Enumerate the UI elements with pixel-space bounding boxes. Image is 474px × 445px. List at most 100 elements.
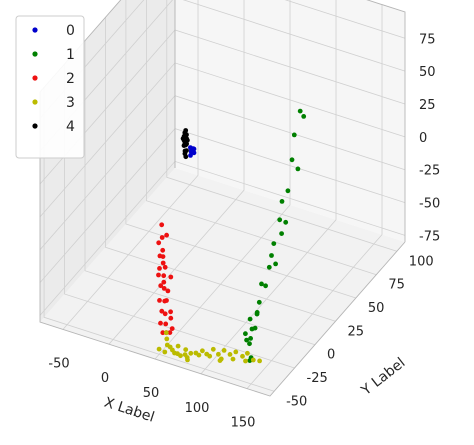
data-points: [156, 108, 307, 364]
data-point-series-2: [163, 321, 169, 327]
y-tick-label: -50: [286, 394, 307, 409]
data-point-series-1: [283, 219, 289, 225]
data-point-series-3: [188, 350, 194, 356]
data-point-series-1: [279, 231, 284, 237]
data-point-series-2: [160, 330, 166, 336]
z-grid-line: [39, 0, 406, 152]
z-tick-label: -75: [419, 229, 440, 244]
data-point-series-3: [243, 358, 248, 364]
z-tick-label: 75: [419, 32, 436, 47]
data-point-series-3: [175, 343, 181, 349]
data-point-series-2: [156, 272, 161, 278]
x-tick-label: 100: [185, 401, 210, 416]
legend: 0 1 2 3 4: [15, 15, 85, 159]
data-point-series-1: [285, 188, 291, 194]
data-point-series-2: [165, 288, 171, 294]
data-point-series-2: [159, 235, 165, 240]
data-point-series-3: [230, 356, 236, 362]
y-grid-line: [105, 17, 336, 322]
y-grid-line: [125, 0, 357, 299]
data-point-series-3: [167, 344, 173, 350]
data-point-series-1: [295, 166, 301, 172]
data-point-series-1: [247, 341, 252, 347]
legend-label: 0: [66, 23, 75, 39]
data-point-series-3: [196, 352, 202, 358]
data-point-series-4: [184, 141, 190, 147]
data-point-series-2: [168, 274, 174, 280]
data-point-series-2: [161, 273, 167, 279]
data-point-series-1: [269, 253, 274, 258]
data-point-series-1: [301, 114, 307, 119]
x-tick-label: 50: [143, 386, 160, 401]
data-point-series-4: [181, 133, 187, 139]
data-point-series-3: [221, 348, 227, 353]
data-point-series-1: [254, 310, 260, 315]
data-point-series-1: [279, 199, 285, 204]
data-point-series-3: [257, 358, 262, 364]
data-point-series-3: [200, 348, 205, 354]
data-point-series-4: [184, 148, 189, 154]
legend-label: 4: [66, 119, 75, 135]
legend-label: 2: [66, 71, 75, 87]
x-tick-label: 150: [231, 416, 256, 431]
data-point-series-4: [185, 137, 190, 143]
data-point-series-1: [266, 264, 272, 270]
y-grid-line: [43, 87, 275, 392]
data-point-series-2: [160, 260, 166, 266]
data-point-series-2: [169, 326, 175, 331]
data-point-series-2: [162, 311, 168, 317]
y-tick-label: -25: [307, 371, 328, 386]
data-point-series-3: [227, 352, 233, 357]
y-grid-line: [84, 40, 316, 346]
data-point-series-2: [156, 240, 162, 246]
data-point-series-1: [248, 336, 254, 341]
data-point-series-2: [168, 309, 174, 315]
data-point-series-1: [273, 261, 278, 267]
legend-marker: [32, 99, 38, 105]
z-grid-line: [39, 0, 406, 119]
data-point-series-2: [168, 315, 174, 321]
z-tick-label: 25: [419, 98, 436, 113]
legend-marker: [32, 51, 38, 57]
data-point-series-3: [210, 346, 216, 352]
legend-label: 3: [66, 95, 75, 111]
data-point-series-3: [183, 347, 189, 352]
data-point-series-3: [163, 330, 169, 336]
data-point-series-3: [245, 350, 250, 356]
data-point-series-1: [249, 326, 255, 332]
data-point-series-3: [207, 353, 213, 359]
data-point-series-1: [277, 217, 283, 223]
legend-marker: [32, 27, 38, 33]
data-point-series-2: [158, 283, 164, 289]
data-point-series-2: [161, 286, 167, 291]
y-grid-line: [166, 0, 397, 252]
data-point-series-0: [188, 153, 193, 158]
data-point-series-1: [247, 316, 253, 322]
data-point-series-1: [291, 132, 297, 138]
y-tick-label: 50: [368, 301, 385, 316]
data-point-series-2: [164, 298, 169, 303]
data-point-series-3: [185, 357, 190, 363]
front-edges: [39, 92, 406, 397]
grid-lines: [39, 0, 406, 392]
data-point-series-1: [297, 108, 303, 114]
data-point-series-3: [233, 349, 239, 355]
data-point-series-1: [271, 241, 277, 247]
y-tick-label: 75: [388, 278, 405, 293]
top-edges: [39, 0, 406, 242]
data-point-series-2: [159, 308, 165, 314]
data-point-series-2: [157, 298, 162, 303]
data-point-series-3: [216, 351, 221, 357]
data-point-series-2: [164, 232, 170, 238]
data-point-series-4: [183, 128, 189, 133]
data-point-series-2: [167, 330, 173, 335]
data-point-series-1: [259, 281, 264, 287]
data-point-series-2: [159, 222, 165, 228]
y-tick-label: 0: [327, 348, 335, 363]
y-tick-label: 25: [348, 324, 365, 339]
data-point-series-3: [156, 346, 162, 352]
data-point-series-1: [263, 283, 268, 289]
data-point-series-2: [158, 320, 163, 326]
data-point-series-1: [243, 331, 248, 337]
data-point-series-1: [244, 337, 250, 343]
